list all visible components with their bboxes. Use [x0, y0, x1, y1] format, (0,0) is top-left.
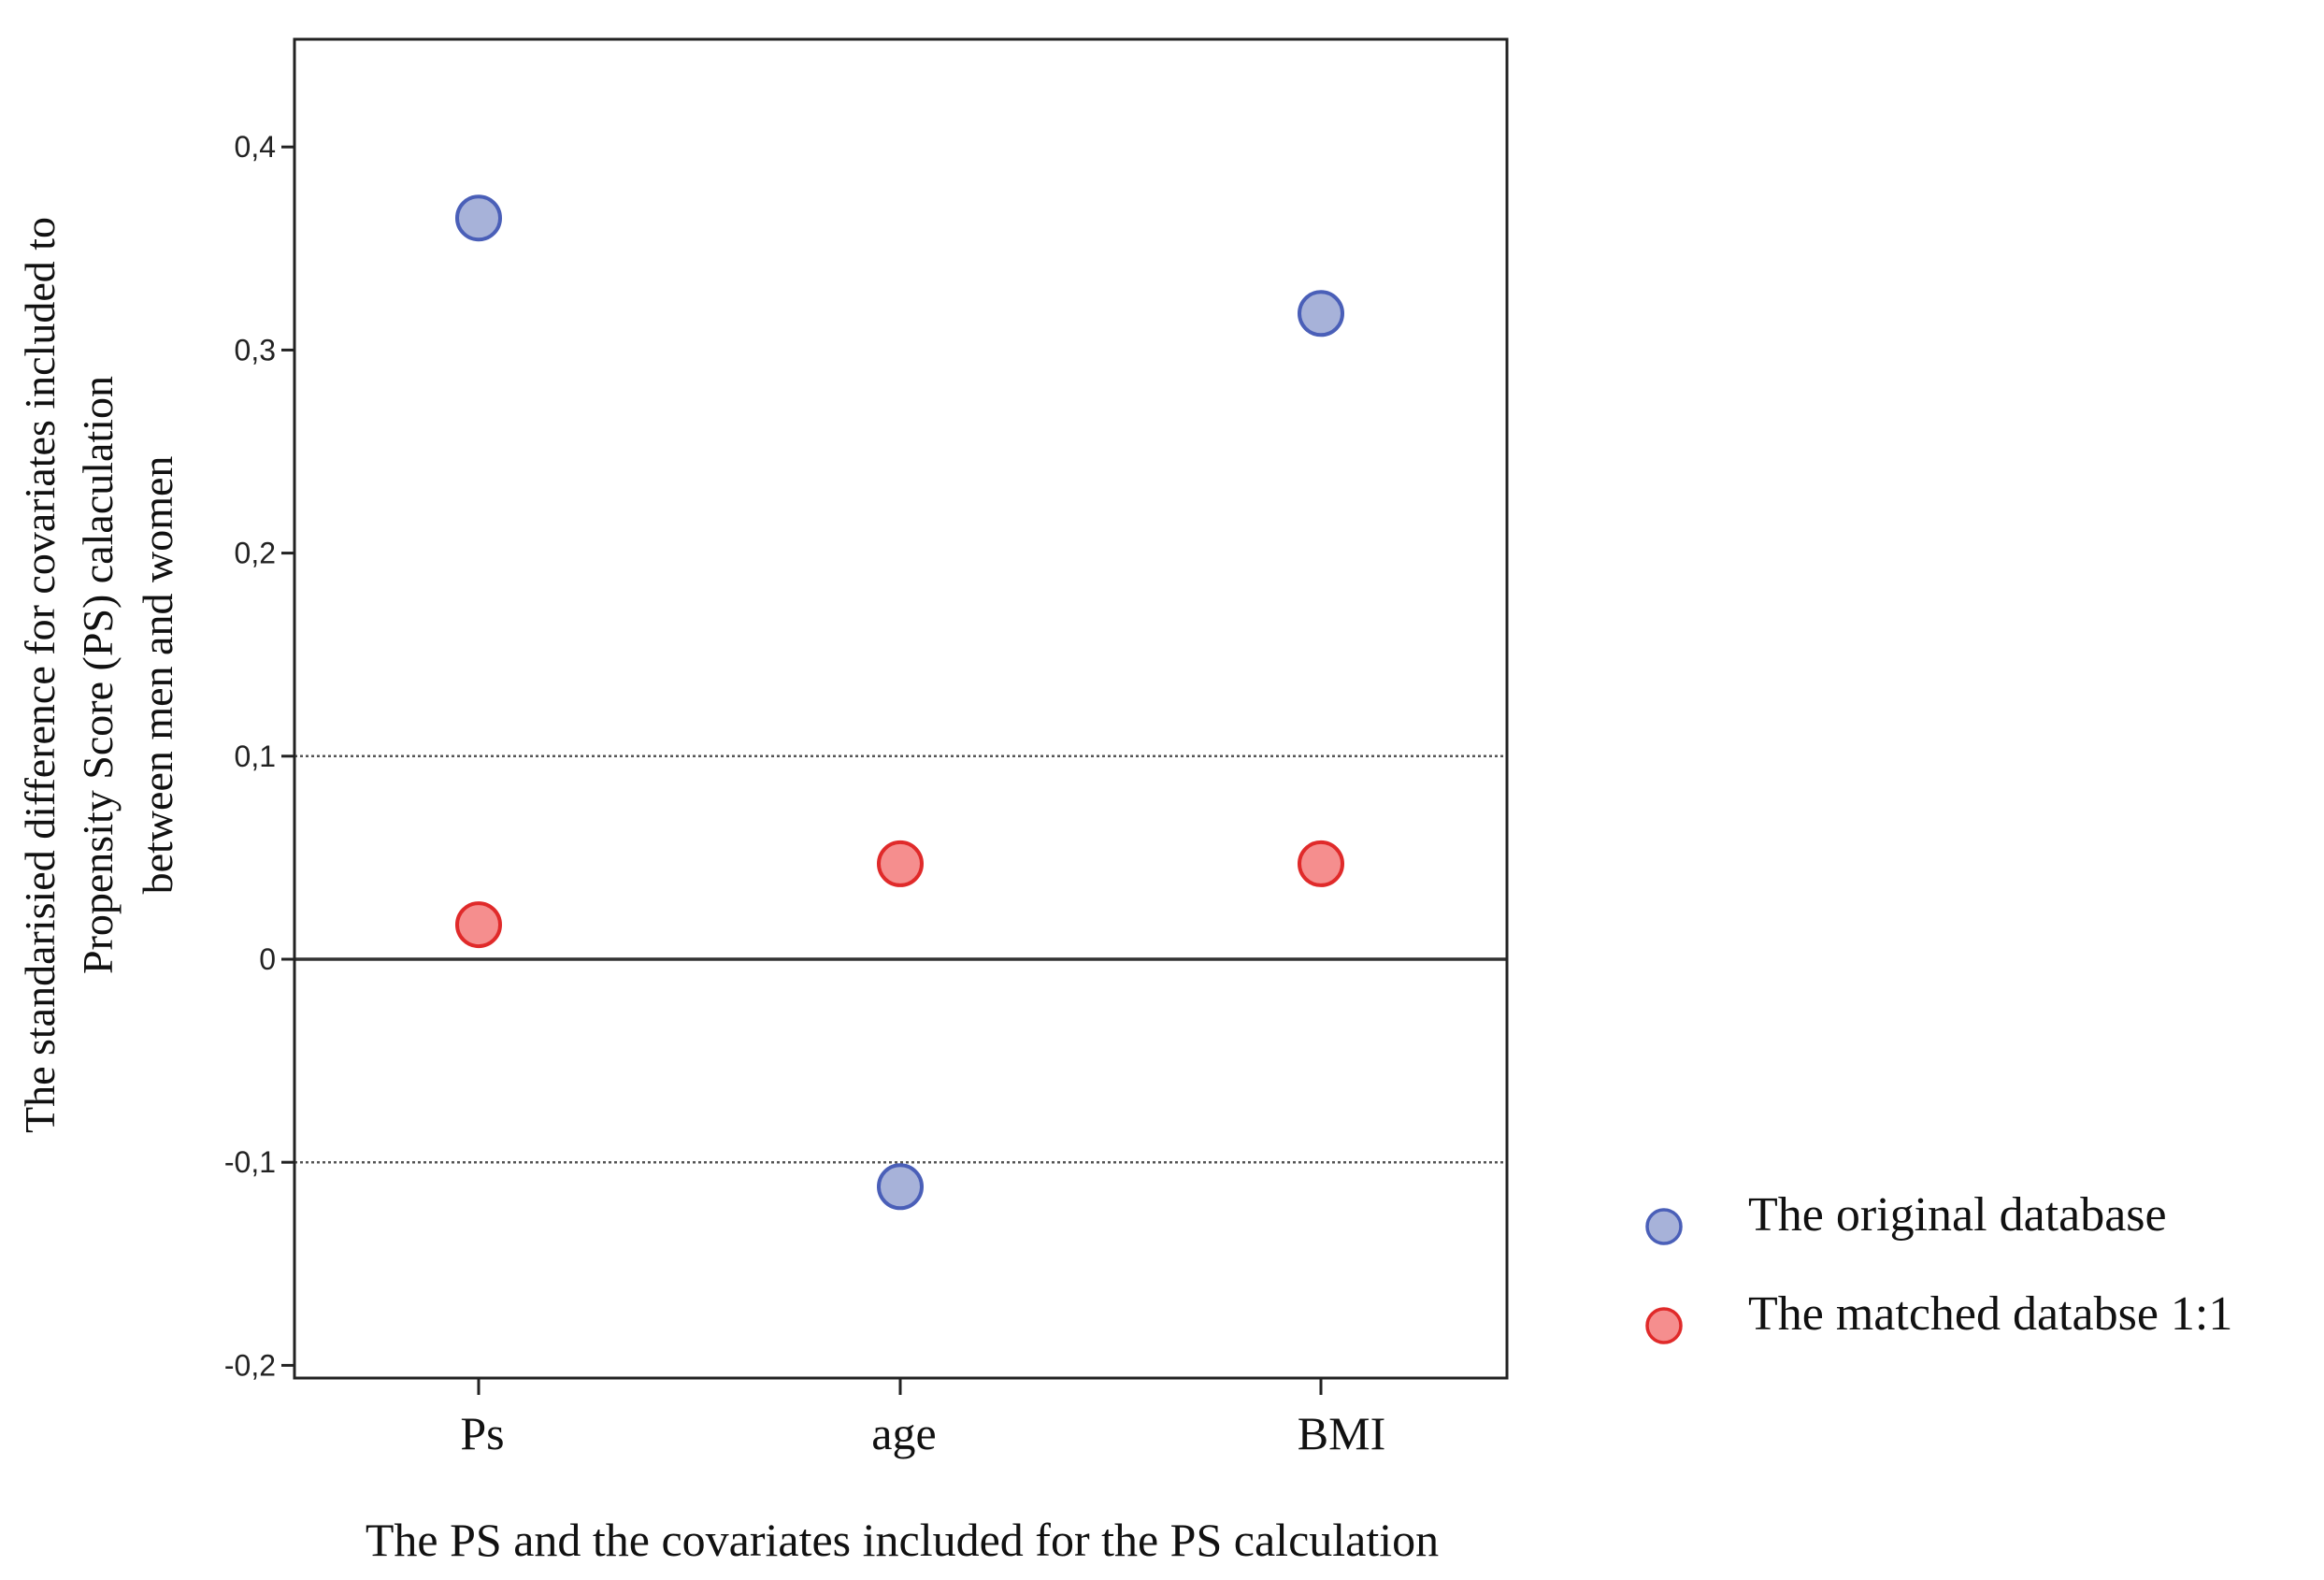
x-tick-label: Ps [460, 1407, 504, 1459]
y-tick-label: 0 [259, 942, 276, 976]
x-tick-label: age [871, 1407, 936, 1459]
y-axis-title-line-2: Propensity Score (PS) calaculation [74, 376, 122, 974]
series-1-point-bmi [1298, 840, 1344, 887]
y-tick-label: 0,3 [235, 333, 276, 366]
legend: The original database The matched databse… [1645, 1188, 2232, 1344]
reference-lines [294, 754, 1507, 1164]
series-1-point-age [877, 840, 924, 887]
x-axis: Ps age BMI [460, 1378, 1385, 1459]
data-points [455, 194, 1344, 1211]
y-axis-title-line-1: The standarisied difference for covariat… [16, 217, 64, 1133]
y-tick-label: -0,2 [224, 1348, 276, 1382]
series-1-point-ps [455, 901, 502, 949]
y-axis-title-line-3: between men and women [134, 456, 181, 895]
y-tick-label: 0,2 [235, 537, 276, 570]
x-tick-label: BMI [1298, 1407, 1385, 1459]
y-axis: 0,4 0,3 0,2 0,1 0 -0,1 -0,2 [224, 130, 294, 1382]
legend-label-1: The matched databse 1:1 [1748, 1287, 2232, 1341]
legend-marker-0 [1645, 1208, 1683, 1245]
y-tick-label: 0,4 [235, 130, 276, 164]
series-0-point-age [877, 1163, 924, 1211]
series-0-point-ps [455, 194, 502, 242]
series-0-point-bmi [1298, 290, 1344, 338]
y-axis-title: The standarisied difference for covariat… [16, 217, 181, 1133]
legend-marker-1 [1645, 1307, 1683, 1344]
plot-frame [293, 37, 1509, 1380]
y-tick-label: 0,1 [235, 740, 276, 773]
legend-label-0: The original database [1748, 1188, 2167, 1242]
x-axis-title: The PS and the covariates included for t… [366, 1514, 1439, 1566]
y-tick-label: -0,1 [224, 1145, 276, 1179]
